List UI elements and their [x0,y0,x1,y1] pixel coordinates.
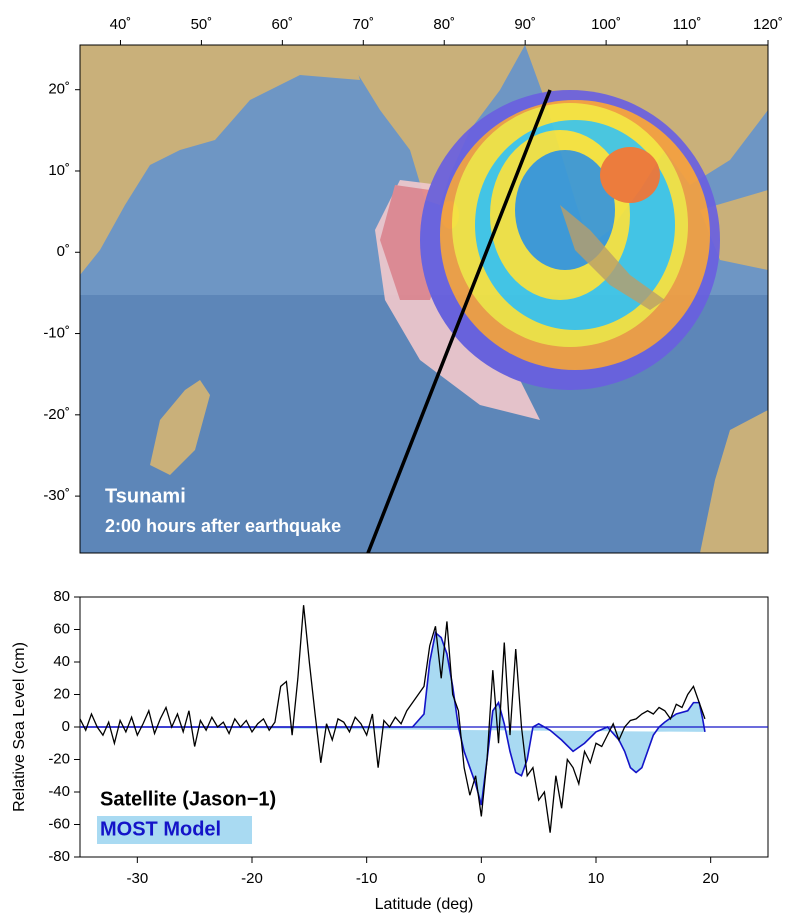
y-tick-label: -60 [48,815,70,832]
x-tick-label: 70˚ [352,16,374,33]
x-tick-label: 50˚ [191,16,213,33]
y-tick-label: 0˚ [57,243,70,260]
model-line [80,631,706,806]
x-tick-label: 90˚ [514,16,536,33]
x-tick-label: 120˚ [753,16,783,33]
y-tick-label: -10˚ [43,325,70,342]
x-tick-label: -20 [241,870,263,887]
y-tick-label: 20˚ [48,81,70,98]
annotation: Tsunami [105,485,186,507]
x-tick-label: -30 [126,870,148,887]
land-india [340,45,525,205]
x-tick-label: 0 [477,870,485,887]
y-tick-label: 60 [53,620,70,637]
y-tick-label: 10˚ [48,162,70,179]
y-tick-label: -80 [48,848,70,865]
land-sumatra-top [560,205,665,310]
plot-area [80,605,768,833]
annotation: 2:00 hours after earthquake [105,516,341,536]
land-africa-arabia [80,45,360,275]
y-tick-label: -30˚ [43,487,70,504]
x-axis-label: Latitude (deg) [375,896,474,913]
wave-gulf [600,147,660,203]
satellite-track [366,89,552,553]
x-tick-label: 110˚ [673,16,702,33]
legend-entry: Satellite (Jason−1) [100,788,276,810]
y-tick-label: -40 [48,783,70,800]
x-tick-label: 40˚ [110,16,132,33]
y-tick-label: 40 [53,653,70,670]
y-tick-label: 0 [62,718,70,735]
map-frame [79,44,769,554]
legend-entry: MOST Model [100,818,221,840]
y-axis-label: Relative Sea Level (cm) [11,642,28,812]
series-line [80,605,706,833]
y-tick-label: -20 [48,750,70,767]
y-tick-label: 20 [53,685,70,702]
legend-swatch [97,816,252,844]
map: Tsunami 2:00 hours after earthquake [80,45,768,553]
x-tick-label: -10 [356,870,378,887]
x-tick-label: 80˚ [433,16,455,33]
y-tick-label: 80 [53,588,70,605]
x-tick-label: 100˚ [591,16,621,33]
land-madagascar [150,380,210,475]
x-tick-label: 20 [702,870,719,887]
x-tick-label: 10 [588,870,605,887]
y-tick-label: -20˚ [43,406,70,423]
land-australia [700,410,768,553]
x-tick-label: 60˚ [272,16,294,33]
